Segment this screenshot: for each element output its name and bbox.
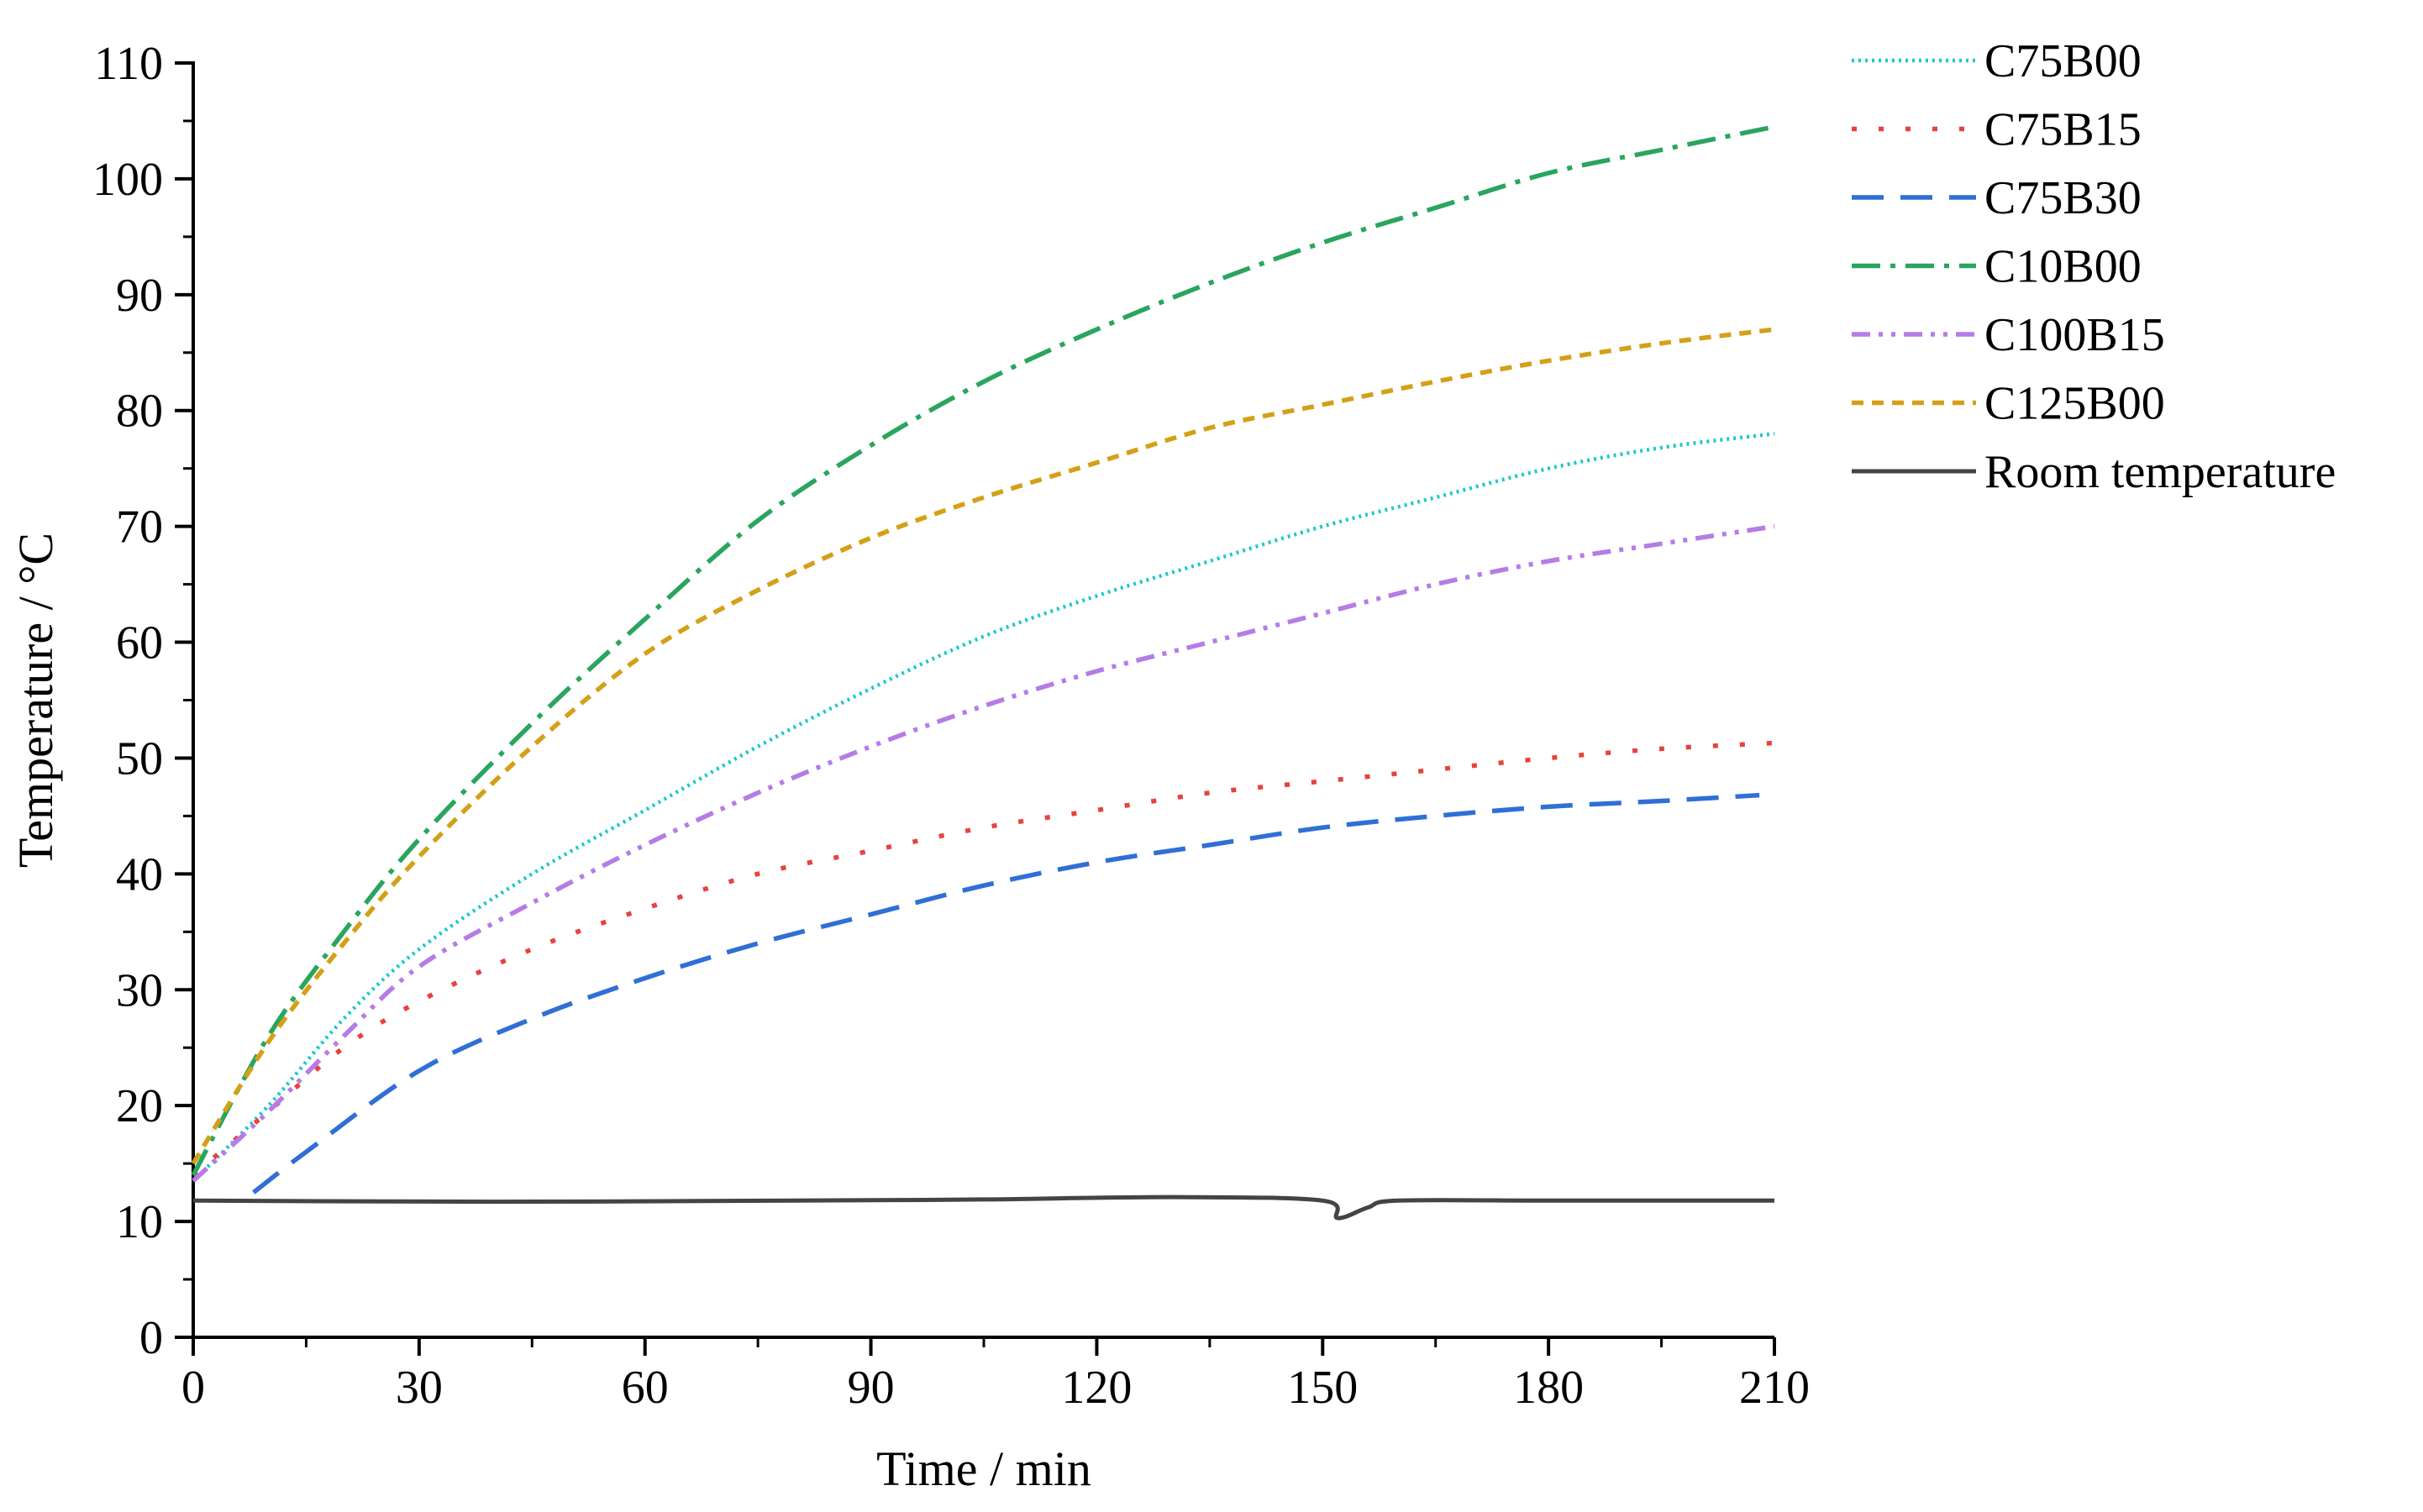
legend: C75B00 C75B15 C75B30 C10B00 C100B15 C125B00 Ro…	[1852, 35, 2336, 498]
y-tick-label: 70	[116, 501, 163, 554]
x-tick-label: 120	[1061, 1362, 1132, 1414]
y-tick-label: 10	[116, 1196, 163, 1248]
series-line-room-temperature	[192, 1194, 1774, 1221]
y-tick-label: 20	[116, 1080, 163, 1132]
series-line-c75b30	[252, 792, 1760, 1194]
series-layer	[191, 124, 1775, 1221]
legend-item-c75b00: C75B00	[1852, 35, 2142, 87]
y-tick-label: 40	[116, 848, 163, 900]
y-tick-label: 90	[116, 270, 163, 322]
series-line-c125b00	[191, 327, 1775, 1165]
x-tick-label: 210	[1739, 1362, 1810, 1414]
legend-label: Room temperature	[1984, 446, 2336, 498]
legend-item-c75b15: C75B15	[1852, 104, 2142, 156]
x-tick-label: 60	[622, 1362, 669, 1414]
legend-label: C100B15	[1984, 309, 2165, 361]
axes: 0 30 60 90 120 150 180 210 0 10 20 30 40 50 60 70 80 90 10…	[92, 38, 1810, 1414]
x-tick-label: 0	[181, 1362, 205, 1414]
y-tick-label: 110	[94, 38, 163, 90]
x-tick-label: 180	[1513, 1362, 1584, 1414]
y-tick-label: 100	[92, 154, 163, 206]
legend-item-room-temperature: Room temperature	[1852, 446, 2336, 498]
x-tick-label: 150	[1287, 1362, 1358, 1414]
series-line-c75b00	[192, 432, 1775, 1183]
legend-item-c10b00: C10B00	[1852, 241, 2142, 293]
series-line-c10b00	[191, 124, 1775, 1177]
y-tick-label: 0	[139, 1312, 163, 1364]
legend-label: C125B00	[1984, 378, 2165, 430]
legend-label: C75B15	[1984, 104, 2142, 156]
y-tick-label: 80	[116, 386, 163, 438]
y-tick-label: 50	[116, 732, 163, 785]
series-line-c100b15	[192, 523, 1775, 1183]
legend-label: C10B00	[1984, 241, 2142, 293]
legend-item-c75b30: C75B30	[1852, 172, 2142, 224]
y-tick-label: 60	[116, 617, 163, 669]
y-axis-label: Temperature / °C	[8, 533, 63, 868]
x-tick-label: 90	[848, 1362, 895, 1414]
y-tick-label: 30	[116, 964, 163, 1016]
legend-item-c125b00: C125B00	[1852, 378, 2165, 430]
x-axis-label: Time / min	[876, 1441, 1091, 1496]
legend-item-c100b15: C100B15	[1852, 309, 2165, 361]
legend-label: C75B30	[1984, 172, 2142, 224]
x-tick-label: 30	[396, 1362, 443, 1414]
legend-label: C75B00	[1984, 35, 2142, 87]
